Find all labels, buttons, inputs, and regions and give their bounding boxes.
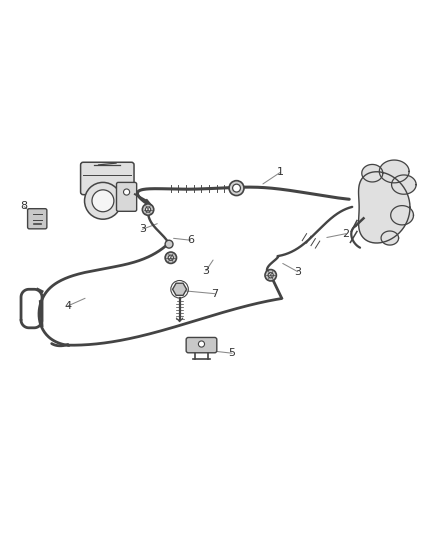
Polygon shape (391, 206, 413, 225)
Circle shape (229, 181, 244, 196)
Text: 3: 3 (202, 266, 209, 276)
FancyBboxPatch shape (117, 182, 137, 211)
Circle shape (265, 270, 276, 281)
Circle shape (233, 184, 240, 192)
Circle shape (92, 190, 114, 212)
Circle shape (124, 189, 130, 195)
Polygon shape (362, 165, 383, 182)
Polygon shape (392, 175, 416, 194)
FancyBboxPatch shape (81, 162, 134, 195)
Polygon shape (379, 160, 409, 183)
Circle shape (142, 204, 154, 215)
Text: 6: 6 (187, 235, 194, 245)
Circle shape (198, 341, 205, 347)
Text: 4: 4 (64, 301, 71, 311)
Text: 2: 2 (343, 229, 350, 239)
Text: 8: 8 (21, 201, 28, 212)
Polygon shape (173, 283, 187, 295)
Text: 1: 1 (277, 167, 284, 177)
Text: 3: 3 (294, 266, 301, 277)
Circle shape (268, 273, 273, 278)
Text: 7: 7 (211, 289, 218, 298)
Polygon shape (359, 172, 410, 243)
Circle shape (165, 252, 177, 263)
FancyBboxPatch shape (28, 209, 47, 229)
Circle shape (145, 207, 151, 212)
Circle shape (165, 240, 173, 248)
Circle shape (168, 255, 173, 260)
Circle shape (85, 182, 121, 219)
FancyBboxPatch shape (186, 337, 217, 353)
Text: 5: 5 (229, 348, 236, 358)
Polygon shape (381, 231, 399, 245)
Text: 3: 3 (139, 224, 146, 235)
